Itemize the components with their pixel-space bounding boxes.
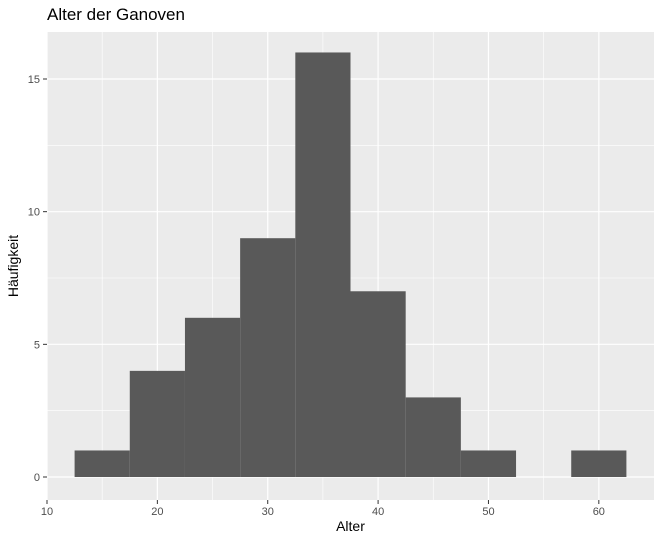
x-tick-label: 30 (262, 506, 274, 518)
histogram-bar (129, 370, 185, 477)
y-axis: 0 5 10 15 (28, 74, 47, 484)
x-tick-label: 10 (41, 506, 53, 518)
histogram-bar (350, 291, 406, 477)
x-axis-title: Alter (336, 518, 365, 534)
histogram-bar (405, 397, 461, 477)
histogram-bars (74, 52, 627, 477)
y-tick-label: 10 (28, 207, 40, 219)
histogram-bar (74, 450, 130, 477)
x-tick-label: 60 (593, 506, 605, 518)
y-axis-title: Häufigkeit (5, 235, 21, 297)
histogram-bar (240, 238, 296, 477)
histogram-bar (184, 317, 241, 477)
x-tick-label: 50 (482, 506, 494, 518)
y-tick-label: 0 (34, 472, 40, 484)
y-tick-label: 5 (34, 339, 40, 351)
x-axis: 10 20 30 40 50 60 (41, 500, 605, 518)
histogram-bar (295, 52, 351, 477)
chart-title: Alter der Ganoven (47, 5, 185, 24)
histogram-bar (460, 450, 517, 477)
x-tick-label: 40 (372, 506, 384, 518)
histogram-bar (571, 450, 627, 477)
y-tick-label: 15 (28, 74, 40, 86)
x-tick-label: 20 (151, 506, 163, 518)
